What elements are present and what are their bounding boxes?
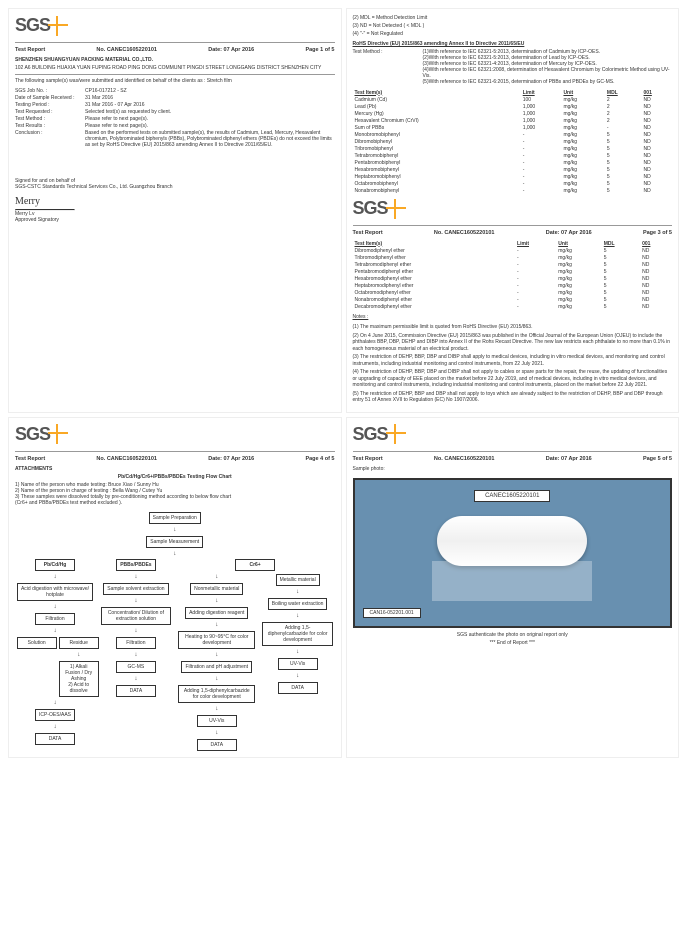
table-row: Mercury (Hg)1,000mg/kg2ND: [353, 110, 673, 117]
table-row: Lead (Pb)1,000mg/kg2ND: [353, 103, 673, 110]
table-row: Cadmium (Cd)100mg/kg2ND: [353, 96, 673, 103]
film-roll-icon: [437, 516, 587, 566]
table-row: Tribromodiphenyl ether-mg/kg5ND: [353, 254, 673, 261]
company-address: 102 A6 BUILDING HUAXIA YUAN FUPING ROAD …: [15, 65, 335, 71]
table-row: Hexabromobiphenyl-mg/kg5ND: [353, 166, 673, 173]
sgs-logo: SGS: [15, 15, 335, 36]
table-row: Sum of PBBs1,000mg/kg-ND: [353, 124, 673, 131]
table-row: Heptabromobiphenyl-mg/kg5ND: [353, 173, 673, 180]
table-row: Nonabromodiphenyl ether-mg/kg5ND: [353, 296, 673, 303]
company-name: SHENZHEN SHUANGYUAN PACKING MATERIAL CO.…: [15, 57, 335, 63]
page2-3-panel: (2) MDL = Method Detection Limit(3) ND =…: [346, 8, 680, 413]
table-row: Hexabromodiphenyl ether-mg/kg5ND: [353, 275, 673, 282]
page1-panel: SGS Test Report No. CANEC1605220101 Date…: [8, 8, 342, 413]
flow-sample-meas: Sample Measurement: [146, 536, 203, 548]
flow-pbcdhg: Pb/Cd/Hg: [35, 559, 75, 571]
flow-sample-prep: Sample Preparation: [149, 512, 201, 524]
table-row: Heptabromodiphenyl ether-mg/kg5ND: [353, 282, 673, 289]
table-row: Octabromodiphenyl ether-mg/kg5ND: [353, 289, 673, 296]
table-row: Hexavalent Chromium (CrVI)1,000mg/kg2ND: [353, 117, 673, 124]
sgs-cross-icon: [48, 16, 68, 36]
results-table-2: Test Item(s)LimitUnitMDL001 Dibromodiphe…: [353, 240, 673, 310]
photo-id-bottom: CAN16-052201.001: [363, 608, 421, 618]
table-row: Dibromobiphenyl-mg/kg5ND: [353, 138, 673, 145]
sgs-logo-4: SGS: [353, 424, 673, 445]
report-label: Test Report: [15, 47, 45, 53]
report-header-1: Test Report No. CANEC1605220101 Date: 07…: [15, 47, 335, 53]
report-header-3: Test Report No. CANEC1605220101 Date: 07…: [353, 230, 673, 236]
page5-panel: SGS Test Report No. CANEC1605220101 Date…: [346, 417, 680, 758]
notes-list: (1) The maximum permissible limit is quo…: [353, 324, 673, 404]
page-number: Page 1 of 5: [305, 47, 334, 53]
signature: Merry: [15, 196, 335, 207]
job-no-label: SGS Job No. :: [15, 88, 85, 94]
top-notes: (2) MDL = Method Detection Limit(3) ND =…: [353, 15, 673, 37]
intro-text: The following sample(s) was/were submitt…: [15, 78, 335, 84]
flowchart: Sample Preparation ↓ Sample Measurement …: [15, 512, 335, 751]
sgs-logo-3: SGS: [15, 424, 335, 445]
sample-photo-label: Sample photo:: [353, 466, 673, 472]
table-row: Tetrabromobiphenyl-mg/kg5ND: [353, 152, 673, 159]
page4-panel: SGS Test Report No. CANEC1605220101 Date…: [8, 417, 342, 758]
directive-title: RoHS Directive (EU) 2015/863 amending An…: [353, 41, 673, 47]
results-table-1: Test Item(s)LimitUnitMDL001 Cadmium (Cd)…: [353, 89, 673, 194]
flow-title: Pb/Cd/Hg/Cr6+/PBBs/PBDEs Testing Flow Ch…: [15, 474, 335, 480]
methods-list: (1)With reference to IEC 62321-5:2013, d…: [423, 49, 673, 85]
report-header-5: Test Report No. CANEC1605220101 Date: 07…: [353, 456, 673, 462]
attachments-title: ATTACHMENTS: [15, 466, 335, 472]
notes-label: Notes :: [353, 314, 673, 320]
table-row: Monobromobiphenyl-mg/kg5ND: [353, 131, 673, 138]
table-row: Pentabromodiphenyl ether-mg/kg5ND: [353, 268, 673, 275]
flow-notes: 1) Name of the person who made testing: …: [15, 482, 335, 506]
table-row: Nonabromobiphenyl-mg/kg5ND: [353, 187, 673, 194]
photo-id-top: CANEC1605220101: [474, 490, 550, 502]
table-row: Octabromobiphenyl-mg/kg5ND: [353, 180, 673, 187]
sample-photo: CANEC1605220101 CAN16-052201.001: [353, 478, 673, 628]
flow-pbbs: PBBs/PBDEs: [116, 559, 156, 571]
end-of-report: *** End of Report ***: [353, 640, 673, 646]
auth-text: SGS authenticate the photo on original r…: [353, 632, 673, 638]
table-row: Tribromobiphenyl-mg/kg5ND: [353, 145, 673, 152]
signatory-title: Approved Signatory: [15, 217, 335, 223]
table-row: Pentabromobiphenyl-mg/kg5ND: [353, 159, 673, 166]
table-row: Decabromodiphenyl ether-mg/kg5ND: [353, 303, 673, 310]
table-row: Tetrabromodiphenyl ether-mg/kg5ND: [353, 261, 673, 268]
report-header-4: Test Report No. CANEC1605220101 Date: 07…: [15, 456, 335, 462]
sgs-logo-2: SGS: [353, 198, 673, 219]
signed-company: SGS-CSTC Standards Technical Services Co…: [15, 184, 335, 190]
sgs-logo-text: SGS: [15, 15, 50, 36]
table-row: Dibromodiphenyl ether-mg/kg5ND: [353, 247, 673, 254]
